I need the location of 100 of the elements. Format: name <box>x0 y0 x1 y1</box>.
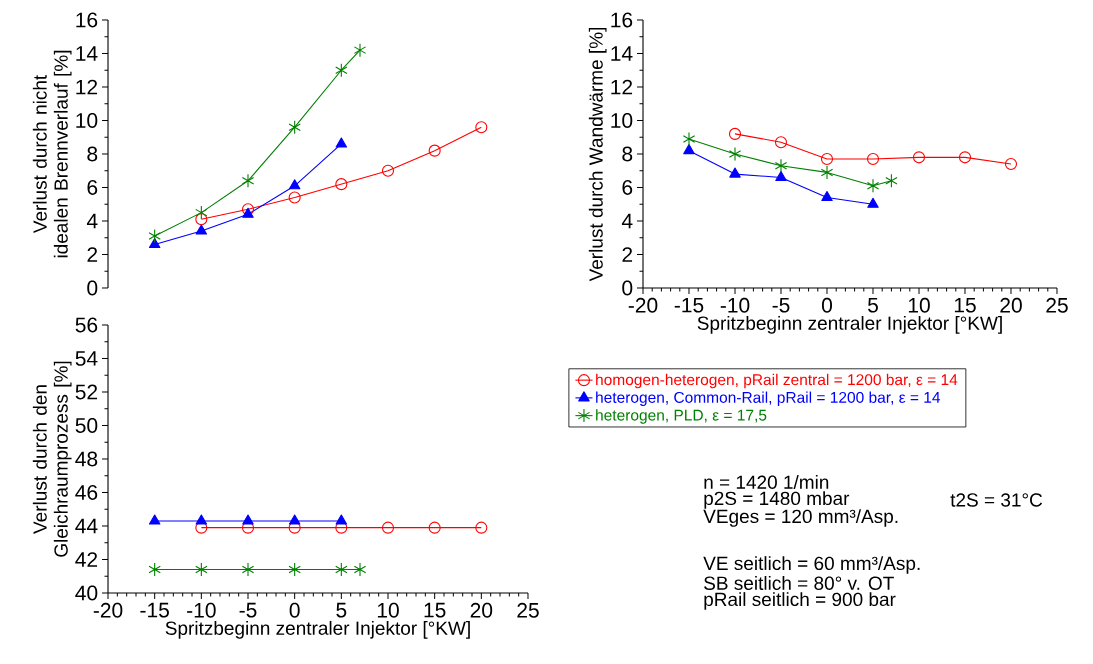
y-tick-label: 12 <box>76 79 98 95</box>
point <box>729 167 741 178</box>
x-tick-label: -10 <box>187 602 216 618</box>
x-tick-label: 20 <box>470 602 493 618</box>
point <box>242 514 254 525</box>
point <box>428 144 441 157</box>
point <box>867 197 879 208</box>
point <box>683 144 695 155</box>
point <box>288 179 301 190</box>
x-tick-label: 25 <box>517 602 539 618</box>
x-axis-title: Spritzbeginn zentraler Injektor [°KW] <box>697 315 1002 334</box>
y-tick-label: 40 <box>75 585 98 601</box>
point <box>428 521 441 534</box>
point <box>728 146 742 162</box>
y-tick-label: 42 <box>75 552 98 567</box>
point <box>821 190 833 202</box>
y-tick-label: 10 <box>76 113 98 128</box>
y-tick-label: 0 <box>87 280 98 296</box>
point <box>958 151 972 164</box>
y-tick-label: 46 <box>75 485 98 500</box>
x-tick-label: 0 <box>821 297 833 313</box>
point <box>241 562 255 577</box>
point <box>241 173 255 188</box>
point <box>335 562 348 577</box>
x-tick-label: -20 <box>628 297 658 313</box>
point <box>148 562 161 577</box>
x-tick-label: 25 <box>1046 297 1068 313</box>
point <box>195 562 208 577</box>
y-tick-label: 6 <box>622 180 633 195</box>
point <box>148 514 161 525</box>
y-axis-title: Verlust durch den Gleichraumprozess [%] <box>32 361 72 557</box>
y-tick-label: 56 <box>75 317 98 333</box>
text: VEges = 120 mm³/Asp. <box>703 509 898 527</box>
point <box>335 514 348 525</box>
x-tick-label: 10 <box>377 602 399 618</box>
y-tick-label: 2 <box>87 247 98 262</box>
y-tick-label: 4 <box>621 213 633 229</box>
text: VE seitlich = 60 mm³/Asp. <box>703 556 920 574</box>
x-tick-label: -5 <box>772 297 790 313</box>
y-tick-label: 16 <box>76 12 98 28</box>
point <box>774 158 788 173</box>
y-tick-label: 44 <box>75 518 98 534</box>
point <box>775 170 787 181</box>
y-tick-label: 12 <box>611 79 633 95</box>
legend-label: heterogen, PLD, ε = 17,5 <box>596 409 767 424</box>
point <box>241 203 255 216</box>
x-axis-title: Spritzbeginn zentraler Injektor [°KW] <box>165 620 470 639</box>
point <box>288 514 301 525</box>
text: t2S = 31°C <box>950 493 1043 507</box>
point <box>381 521 395 534</box>
point <box>475 521 488 534</box>
text: n = 1420 1/min <box>704 475 829 489</box>
point <box>288 562 301 577</box>
point <box>148 229 161 244</box>
point <box>335 178 348 191</box>
y-tick-label: 8 <box>87 146 98 162</box>
y-tick-label: 16 <box>611 12 633 28</box>
point <box>335 137 348 148</box>
point <box>353 562 367 577</box>
x-tick-label: -5 <box>239 602 257 618</box>
text: p2S = 1480 mbar <box>704 491 850 509</box>
x-tick-label: -15 <box>140 602 169 618</box>
point <box>195 205 208 220</box>
point <box>885 173 898 188</box>
x-tick-label: -20 <box>93 602 123 618</box>
y-tick-label: 14 <box>76 46 98 61</box>
x-tick-label: 20 <box>1000 297 1022 313</box>
point <box>242 207 254 218</box>
point <box>912 151 926 164</box>
y-tick-label: 48 <box>75 451 98 467</box>
point <box>1004 157 1018 171</box>
y-tick-label: 6 <box>87 180 98 195</box>
point <box>682 131 696 146</box>
y-axis-title: Verlust durch nicht idealen Brennverlauf [%] <box>32 50 72 258</box>
point <box>195 514 208 525</box>
point <box>353 43 367 58</box>
y-tick-label: 2 <box>622 247 633 262</box>
y-axis-title: Verlust durch Wandwärme [%] <box>588 27 607 282</box>
y-tick-label: 54 <box>75 351 98 366</box>
x-tick-label: 0 <box>289 602 300 618</box>
x-tick-label: 5 <box>336 602 347 618</box>
legend-label: heterogen, Common-Rail, pRail = 1200 bar, ε = 14 <box>596 391 941 406</box>
x-tick-label: 10 <box>908 297 930 313</box>
point <box>195 224 208 235</box>
text: SB seitlich = 80° v. OT <box>704 576 894 590</box>
point <box>288 191 301 204</box>
x-tick-label: -15 <box>674 297 704 313</box>
x-tick-label: 15 <box>954 297 976 313</box>
point <box>728 127 742 140</box>
y-tick-label: 52 <box>75 384 98 400</box>
x-tick-label: -10 <box>720 297 750 313</box>
legend-label: homogen-heterogen, pRail zentral = 1200 bar, ε = 14 <box>596 373 958 389</box>
point <box>820 152 834 166</box>
y-tick-label: 0 <box>622 280 633 296</box>
point <box>288 120 301 135</box>
point <box>866 178 880 193</box>
x-tick-label: 5 <box>868 297 878 313</box>
point <box>475 121 488 134</box>
y-tick-label: 50 <box>75 418 98 433</box>
y-tick-label: 10 <box>611 113 633 128</box>
